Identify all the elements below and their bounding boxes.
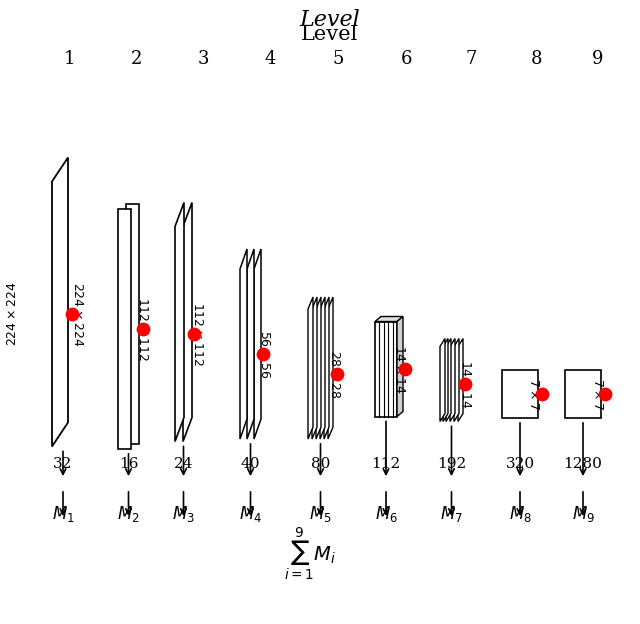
Text: $M_1$: $M_1$ — [52, 504, 74, 524]
Point — [400, 364, 410, 374]
Polygon shape — [126, 204, 139, 444]
Text: $M_4$: $M_4$ — [239, 504, 262, 524]
Polygon shape — [247, 249, 254, 439]
Text: $M_5$: $M_5$ — [309, 504, 332, 524]
Polygon shape — [316, 297, 321, 439]
Text: 40: 40 — [241, 457, 260, 471]
Polygon shape — [458, 338, 463, 421]
Point — [138, 324, 148, 334]
Polygon shape — [454, 338, 459, 421]
Text: $M_9$: $M_9$ — [572, 504, 595, 524]
Text: 2: 2 — [131, 50, 141, 68]
Text: $28\times28$: $28\times28$ — [328, 350, 341, 398]
Text: 4: 4 — [264, 50, 276, 68]
Polygon shape — [502, 370, 538, 418]
Text: $M_8$: $M_8$ — [509, 504, 531, 524]
Point — [189, 329, 199, 339]
Point — [258, 349, 268, 359]
Text: 9: 9 — [592, 50, 604, 68]
Text: $M_3$: $M_3$ — [172, 504, 195, 524]
Text: $112\times112$: $112\times112$ — [136, 297, 149, 361]
Polygon shape — [450, 338, 455, 421]
Text: 32: 32 — [53, 457, 73, 471]
Text: 3: 3 — [197, 50, 209, 68]
Polygon shape — [446, 338, 451, 421]
Text: 320: 320 — [506, 457, 534, 471]
Text: Level: Level — [300, 9, 360, 31]
Text: $M_7$: $M_7$ — [440, 504, 463, 524]
Polygon shape — [565, 370, 601, 418]
Text: $M_2$: $M_2$ — [117, 504, 140, 524]
Polygon shape — [118, 209, 131, 449]
Text: $14\times14$: $14\times14$ — [394, 345, 406, 393]
Text: 24: 24 — [173, 457, 193, 471]
Polygon shape — [254, 249, 261, 439]
Text: 7: 7 — [465, 50, 477, 68]
Polygon shape — [52, 157, 68, 447]
Text: 192: 192 — [437, 457, 466, 471]
Text: $7\times7$: $7\times7$ — [591, 378, 604, 410]
Text: $M_6$: $M_6$ — [374, 504, 397, 524]
Text: 6: 6 — [400, 50, 412, 68]
Point — [600, 389, 610, 399]
Text: 16: 16 — [119, 457, 138, 471]
Polygon shape — [312, 297, 317, 439]
Text: 8: 8 — [531, 50, 541, 68]
Text: 112: 112 — [371, 457, 401, 471]
Text: $112\times112$: $112\times112$ — [191, 302, 204, 366]
Polygon shape — [240, 249, 247, 439]
Text: $224\times224$: $224\times224$ — [70, 282, 83, 346]
Polygon shape — [443, 338, 448, 421]
Polygon shape — [440, 338, 445, 421]
Text: $\sum_{i=1}^{9} M_i$: $\sum_{i=1}^{9} M_i$ — [284, 525, 336, 582]
Text: 1280: 1280 — [564, 457, 602, 471]
Text: Level: Level — [301, 24, 358, 44]
Polygon shape — [175, 203, 184, 442]
Polygon shape — [375, 321, 397, 416]
Point — [332, 369, 342, 379]
Text: 80: 80 — [311, 457, 330, 471]
Text: $14\times14$: $14\times14$ — [459, 360, 472, 408]
Text: 5: 5 — [332, 50, 344, 68]
Polygon shape — [320, 297, 325, 439]
Polygon shape — [328, 297, 333, 439]
Text: $7\times7$: $7\times7$ — [527, 378, 541, 410]
Polygon shape — [375, 316, 403, 321]
Point — [67, 309, 77, 319]
Polygon shape — [183, 203, 192, 442]
Point — [537, 389, 547, 399]
Text: $224\times224$: $224\times224$ — [6, 282, 19, 346]
Text: $56\times56$: $56\times56$ — [258, 330, 271, 378]
Point — [460, 379, 470, 389]
Polygon shape — [308, 297, 313, 439]
Polygon shape — [397, 316, 403, 416]
Text: 1: 1 — [64, 50, 76, 68]
Polygon shape — [324, 297, 329, 439]
